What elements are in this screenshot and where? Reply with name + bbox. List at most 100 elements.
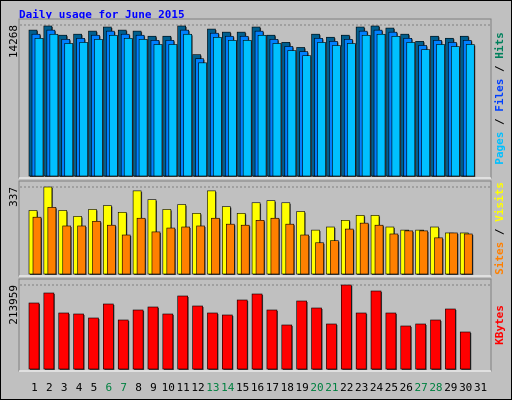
x-tick-label: 22 [340, 381, 353, 394]
bar [355, 312, 367, 370]
bar [107, 224, 116, 275]
x-tick-label: 26 [400, 381, 413, 394]
bar [49, 33, 59, 177]
bar [77, 225, 86, 275]
x-tick-label: 10 [162, 381, 175, 394]
bar [406, 42, 416, 177]
bar [376, 33, 386, 177]
bar [192, 305, 203, 370]
x-tick-label: 2 [46, 381, 53, 394]
bar [181, 226, 191, 275]
bar [153, 44, 163, 177]
bar [272, 43, 282, 177]
bar [121, 234, 131, 275]
bar [359, 222, 369, 275]
bar [196, 225, 205, 275]
bar [251, 293, 263, 370]
chart-title: Daily usage for June 2015 [19, 8, 185, 21]
bar [370, 290, 382, 370]
x-tick-label: 9 [150, 381, 157, 394]
bar [73, 313, 84, 370]
x-tick-label: 31 [474, 381, 487, 394]
bar [166, 227, 176, 275]
bar [419, 230, 428, 275]
bar [421, 49, 430, 177]
bar [168, 44, 178, 177]
bar [449, 232, 458, 275]
bar [400, 325, 412, 370]
bar [287, 50, 297, 177]
x-tick-label: 5 [91, 381, 98, 394]
bar [463, 233, 473, 275]
bar [198, 62, 207, 177]
x-tick-label: 24 [370, 381, 384, 394]
bar [340, 284, 352, 370]
x-tick-label: 20 [310, 381, 323, 394]
legend: Pages / Files / Hits [493, 32, 506, 165]
bar [211, 217, 220, 275]
bar [257, 34, 267, 177]
bar [117, 319, 129, 370]
legend-separator: / [493, 59, 506, 79]
bar [459, 331, 471, 370]
bar [138, 39, 148, 177]
x-tick-label: 21 [325, 381, 338, 394]
x-tick-label: 19 [295, 381, 308, 394]
bar [302, 55, 311, 177]
bar [207, 312, 218, 370]
bar [62, 225, 72, 275]
x-tick-label: 16 [251, 381, 264, 394]
x-tick-label: 7 [120, 381, 127, 394]
bar [177, 295, 189, 370]
x-tick-label: 30 [459, 381, 472, 394]
bar [434, 237, 443, 275]
bar [430, 319, 441, 370]
bar [123, 38, 133, 177]
bar [330, 240, 339, 275]
bar [311, 307, 322, 370]
bar [47, 207, 57, 275]
bar [436, 44, 445, 177]
bar [43, 292, 55, 370]
bar [315, 242, 324, 275]
x-tick-label: 14 [221, 381, 235, 394]
bar [147, 306, 159, 370]
x-tick-label: 17 [266, 381, 279, 394]
legend: KBytes [493, 305, 506, 345]
x-tick-label: 25 [385, 381, 398, 394]
x-tick-label: 6 [105, 381, 112, 394]
x-tick-label: 1 [31, 381, 38, 394]
legend-entry: Pages [493, 132, 506, 165]
bar [58, 312, 70, 370]
bar [317, 42, 326, 177]
legend-entry: Sites [493, 242, 506, 275]
bar [389, 233, 399, 275]
legend-separator: / [493, 222, 506, 242]
y-tick-label: 213959 [7, 285, 20, 325]
bar [109, 34, 118, 177]
bar [451, 46, 460, 177]
x-tick-label: 23 [355, 381, 368, 394]
x-tick-label: 13 [206, 381, 219, 394]
bar [222, 314, 233, 370]
bar [326, 323, 337, 370]
bar [281, 324, 293, 370]
bar [162, 313, 174, 370]
x-tick-label: 4 [76, 381, 83, 394]
bar [226, 223, 235, 275]
bar [92, 221, 101, 275]
bar [240, 224, 250, 275]
bar [228, 40, 237, 177]
bar [64, 43, 74, 177]
bar [266, 309, 278, 370]
x-tick-label: 27 [414, 381, 427, 394]
bar [28, 302, 40, 370]
bar [94, 39, 103, 177]
bar [270, 217, 280, 275]
bar [415, 323, 426, 370]
legend-entry: Hits [493, 32, 506, 59]
x-tick-label: 15 [236, 381, 249, 394]
bar [132, 309, 144, 370]
bar [242, 40, 252, 177]
